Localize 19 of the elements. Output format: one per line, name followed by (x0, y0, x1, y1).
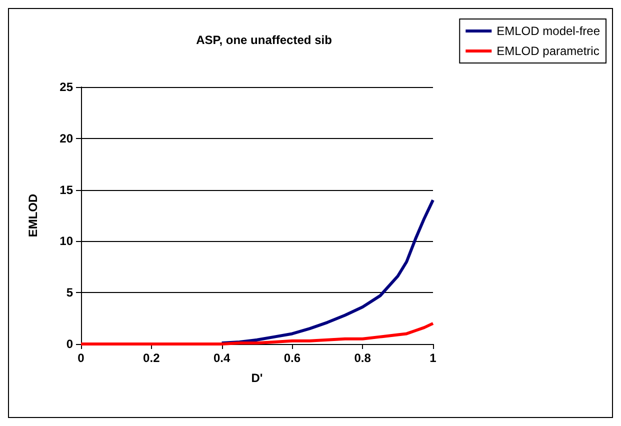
legend-label: EMLOD model-free (496, 24, 600, 38)
x-axis-title: D' (251, 371, 263, 385)
chart-title: ASP, one unaffected sib (196, 33, 332, 47)
x-tick-label: 0.6 (284, 351, 301, 365)
y-tick-label: 15 (60, 182, 74, 197)
y-axis-title: EMLOD (26, 194, 40, 238)
y-tick-label: 10 (60, 234, 74, 248)
x-tick-label: 0.2 (143, 351, 160, 365)
y-tick-label: 5 (66, 286, 74, 300)
x-tick-label: 1 (430, 351, 437, 365)
y-tick-label: 0 (66, 337, 74, 351)
y-tick-label: 25 (60, 80, 74, 94)
x-tick-label: 0 (78, 351, 85, 365)
legend-label: EMLOD parametric (496, 44, 600, 58)
x-tick-label: 0.8 (354, 351, 372, 365)
line-series (80, 322, 434, 346)
y-tick-label: 20 (60, 131, 74, 146)
x-tick-label: 0.4 (213, 351, 230, 365)
line-series (220, 198, 434, 344)
